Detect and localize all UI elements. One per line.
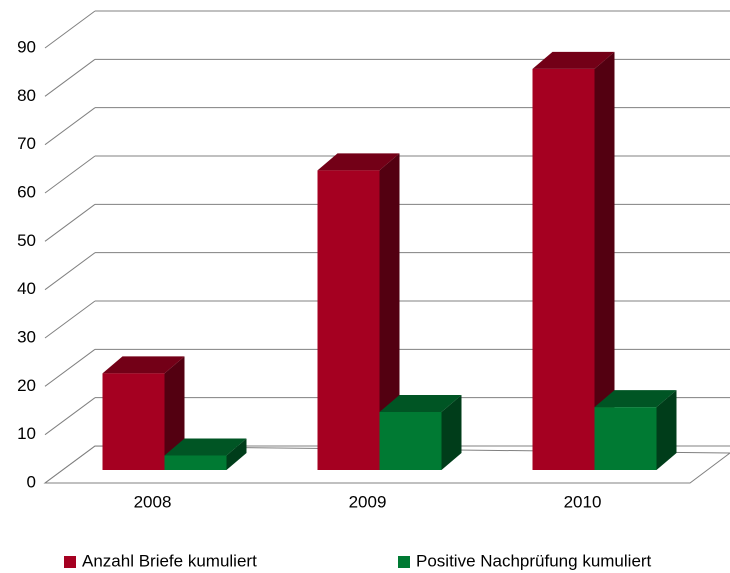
bar-side bbox=[379, 153, 400, 471]
y-tick-label: 90 bbox=[17, 37, 36, 56]
bar bbox=[532, 51, 615, 470]
x-tick-label: 2010 bbox=[564, 492, 602, 511]
legend-label: Positive Nachprüfung kumuliert bbox=[416, 551, 652, 570]
grid-line bbox=[44, 10, 96, 49]
bar bbox=[594, 390, 677, 470]
bar-front bbox=[102, 373, 165, 470]
bar-top bbox=[102, 356, 185, 374]
grid-line bbox=[44, 58, 96, 97]
bar-front bbox=[594, 407, 657, 470]
bar bbox=[379, 395, 462, 470]
x-tick-label: 2009 bbox=[349, 492, 387, 511]
bar-front bbox=[164, 455, 227, 470]
bar-top bbox=[532, 51, 615, 69]
bar-top bbox=[379, 395, 462, 412]
grid-line bbox=[44, 252, 96, 291]
legend-swatch bbox=[64, 556, 76, 568]
y-tick-label: 40 bbox=[17, 279, 36, 298]
bar-front bbox=[532, 68, 595, 470]
grid-line bbox=[44, 300, 96, 339]
bar-side bbox=[226, 438, 247, 470]
grid-line bbox=[44, 397, 96, 436]
bar bbox=[164, 438, 247, 470]
bar bbox=[102, 356, 185, 470]
grid-line bbox=[44, 107, 96, 146]
grid-line bbox=[44, 348, 96, 387]
y-tick-label: 80 bbox=[17, 86, 36, 105]
bar-side bbox=[656, 390, 677, 470]
bar bbox=[317, 153, 400, 471]
legend-label: Anzahl Briefe kumuliert bbox=[82, 551, 257, 570]
y-tick-label: 10 bbox=[17, 424, 36, 443]
bar-top bbox=[317, 153, 400, 171]
y-tick-label: 30 bbox=[17, 327, 36, 346]
x-tick-label: 2008 bbox=[134, 492, 172, 511]
grid-line bbox=[44, 203, 96, 242]
y-tick-label: 70 bbox=[17, 134, 36, 153]
bar-side bbox=[594, 51, 615, 470]
bar-side bbox=[164, 356, 185, 470]
bar-top bbox=[594, 390, 677, 408]
bar-front bbox=[317, 170, 380, 471]
y-tick-label: 20 bbox=[17, 376, 36, 395]
y-tick-label: 60 bbox=[17, 182, 36, 201]
grid-line bbox=[44, 155, 96, 194]
legend-swatch bbox=[398, 556, 410, 568]
grid-line bbox=[44, 445, 96, 484]
y-tick-label: 0 bbox=[27, 472, 36, 491]
bar-front bbox=[379, 412, 442, 470]
bar-top bbox=[164, 438, 247, 456]
bar-side bbox=[441, 395, 462, 470]
y-tick-label: 50 bbox=[17, 231, 36, 250]
